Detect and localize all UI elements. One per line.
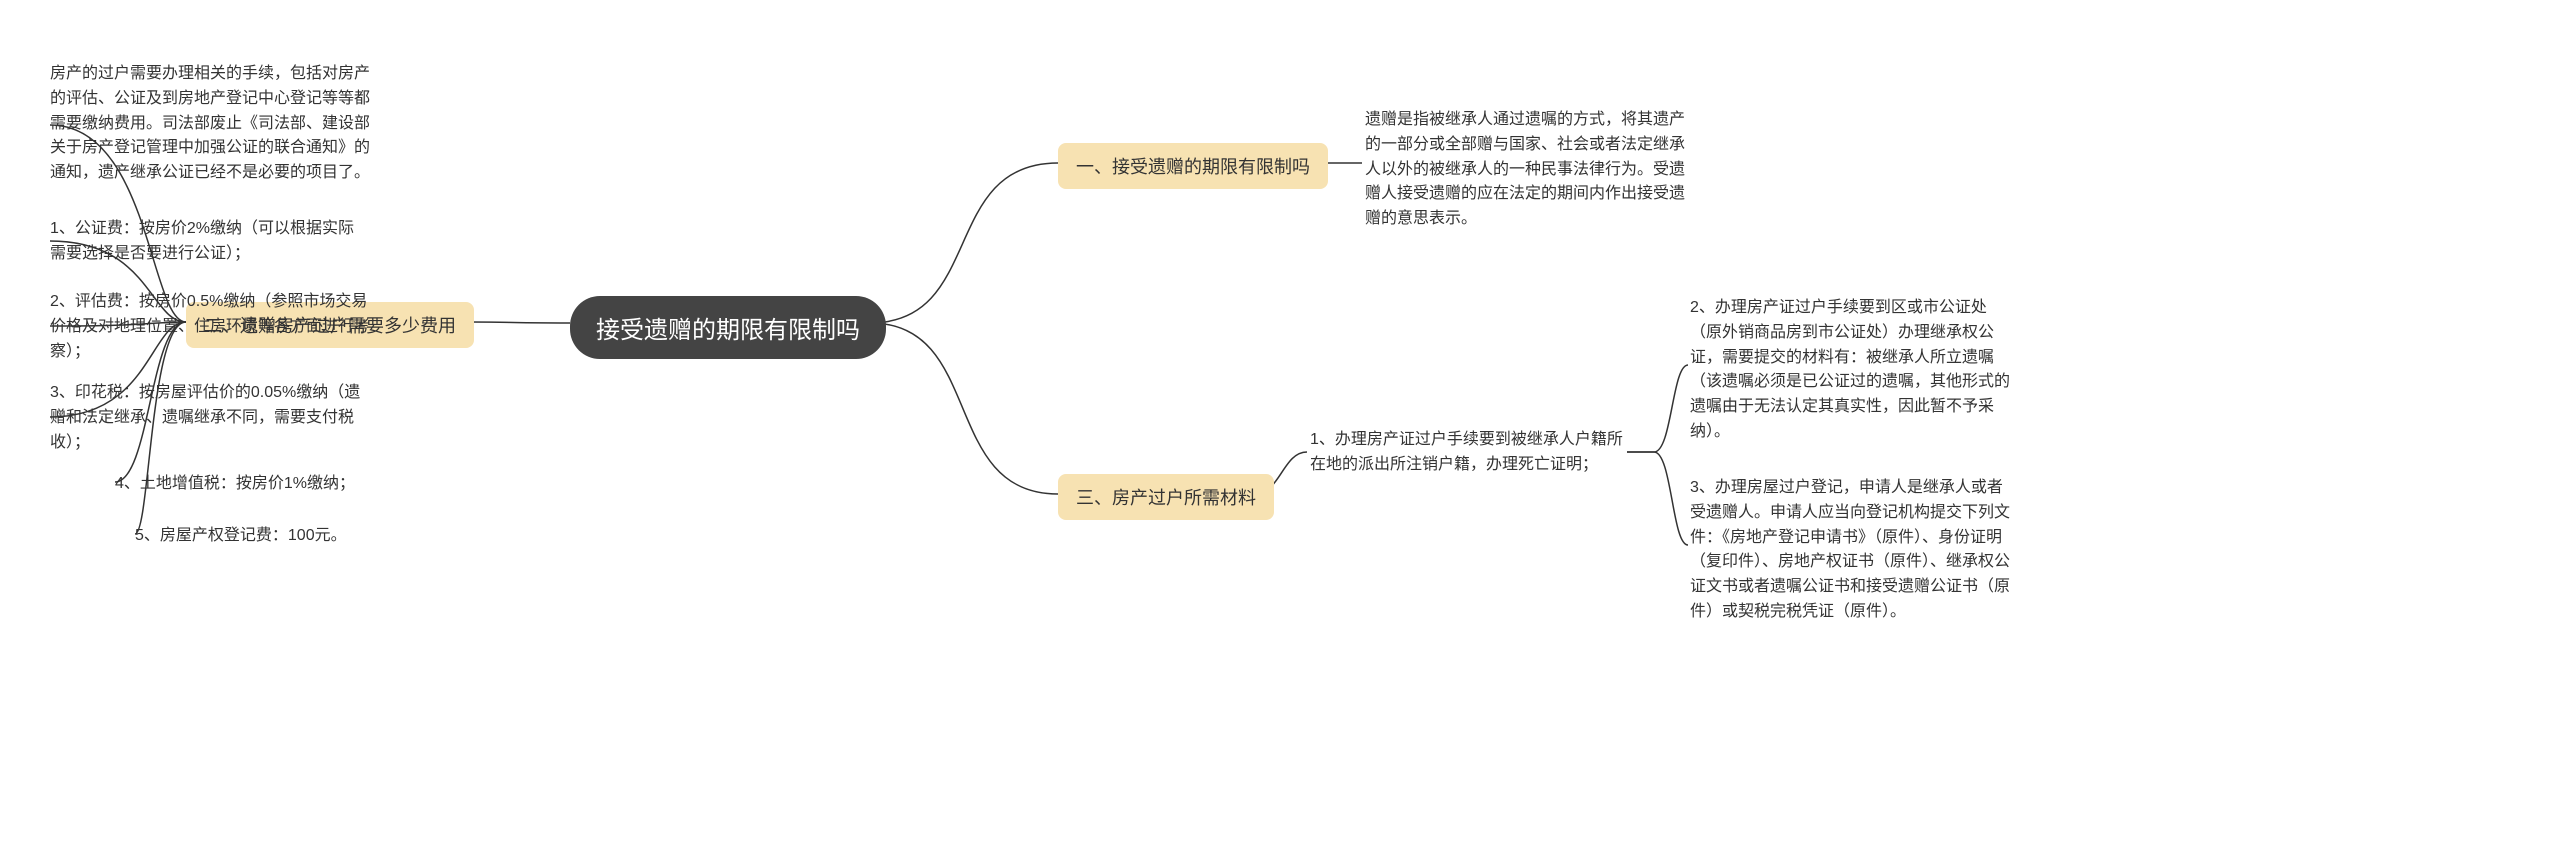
branch-2-child-1: 房产的过户需要办理相关的手续，包括对房产的评估、公证及到房地产登记中心登记等等都… <box>50 62 370 186</box>
branch-2-child-3: 2、评估费：按房价0.5%缴纳（参照市场交易价格及对地理位置、住房环境等各方面进… <box>50 290 370 364</box>
edge-layer <box>0 0 2560 853</box>
branch-2-child-4: 3、印花税：按房屋评估价的0.05%缴纳（遗赠和法定继承、遗嘱继承不同，需要支付… <box>50 381 370 455</box>
branch-3[interactable]: 三、房产过户所需材料 <box>1058 474 1274 520</box>
branch-1-desc: 遗赠是指被继承人通过遗嘱的方式，将其遗产的一部分或全部赠与国家、社会或者法定继承… <box>1365 108 1685 232</box>
branch-2-child-6: 5、房屋产权登记费：100元。 <box>135 524 347 549</box>
branch-2-child-5: 4、土地增值税：按房价1%缴纳； <box>115 472 355 497</box>
branch-3-child: 1、办理房产证过户手续要到被继承人户籍所在地的派出所注销户籍，办理死亡证明； <box>1310 428 1630 478</box>
branch-3-sub-2: 3、办理房屋过户登记，申请人是继承人或者受遗赠人。申请人应当向登记机构提交下列文… <box>1690 476 2010 625</box>
root-node[interactable]: 接受遗赠的期限有限制吗 <box>570 296 886 359</box>
branch-3-sub-1: 2、办理房产证过户手续要到区或市公证处（原外销商品房到市公证处）办理继承权公证，… <box>1690 296 2010 445</box>
branch-2-child-2: 1、公证费：按房价2%缴纳（可以根据实际需要选择是否要进行公证）； <box>50 217 370 267</box>
branch-1[interactable]: 一、接受遗赠的期限有限制吗 <box>1058 143 1328 189</box>
